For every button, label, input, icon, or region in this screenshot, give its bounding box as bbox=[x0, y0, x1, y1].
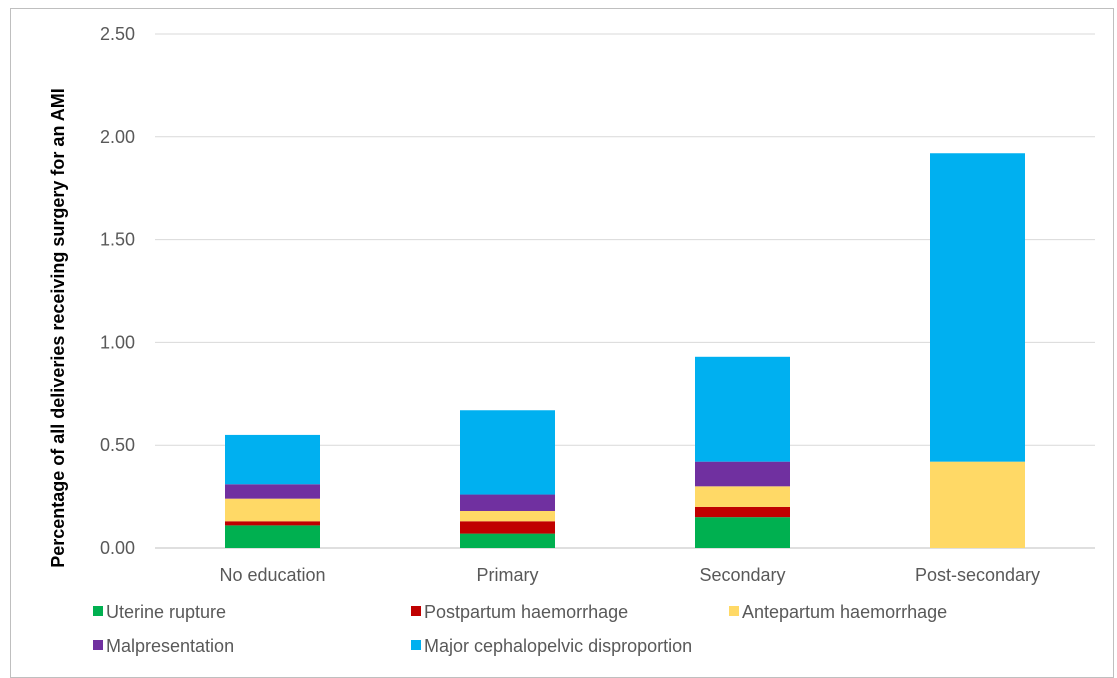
category-label: Post-secondary bbox=[915, 565, 1040, 585]
legend-label: Major cephalopelvic disproportion bbox=[424, 636, 692, 656]
legend-swatch bbox=[411, 640, 421, 650]
legend-swatch bbox=[93, 606, 103, 616]
bar-segment bbox=[225, 434, 320, 485]
category-labels: No education Primary Secondary Post-seconda… bbox=[219, 565, 1040, 585]
bar-segment bbox=[225, 484, 320, 499]
bar-segment bbox=[460, 494, 555, 511]
bar-segment bbox=[695, 356, 790, 462]
bar-segment bbox=[225, 498, 320, 522]
bar-segment bbox=[695, 461, 790, 487]
bars bbox=[225, 153, 1025, 548]
bar-segment bbox=[460, 521, 555, 534]
bar-segment bbox=[695, 506, 790, 518]
bar-segment bbox=[930, 461, 1025, 548]
y-tick-label: 2.00 bbox=[100, 127, 135, 147]
legend-swatch bbox=[411, 606, 421, 616]
bar-segment bbox=[225, 521, 320, 526]
legend-item: Malpresentation bbox=[93, 636, 234, 656]
legend-item: Antepartum haemorrhage bbox=[729, 602, 947, 622]
legend-label: Antepartum haemorrhage bbox=[742, 602, 947, 622]
legend-swatch bbox=[729, 606, 739, 616]
y-tick-label: 2.50 bbox=[100, 24, 135, 44]
y-tick-label: 1.50 bbox=[100, 230, 135, 250]
bar-segment bbox=[460, 533, 555, 548]
bar-segment bbox=[695, 517, 790, 548]
category-label: Secondary bbox=[699, 565, 785, 585]
legend-item: Major cephalopelvic disproportion bbox=[411, 636, 692, 656]
y-tick-label: 0.00 bbox=[100, 538, 135, 558]
y-tick-labels: 0.00 0.50 1.00 1.50 2.00 2.50 bbox=[100, 24, 135, 558]
legend-label: Malpresentation bbox=[106, 636, 234, 656]
bar-segment bbox=[695, 486, 790, 507]
legend-label: Postpartum haemorrhage bbox=[424, 602, 628, 622]
bar-segment bbox=[460, 510, 555, 522]
y-axis-label: Percentage of all deliveries receiving s… bbox=[48, 88, 68, 568]
category-label: Primary bbox=[477, 565, 539, 585]
bar-segment bbox=[460, 410, 555, 495]
y-tick-label: 0.50 bbox=[100, 435, 135, 455]
legend-label: Uterine rupture bbox=[106, 602, 226, 622]
legend-swatch bbox=[93, 640, 103, 650]
legend: Uterine rupture Postpartum haemorrhage Ant… bbox=[93, 602, 947, 656]
bar-segment bbox=[225, 525, 320, 548]
category-label: No education bbox=[219, 565, 325, 585]
legend-item: Postpartum haemorrhage bbox=[411, 602, 628, 622]
y-tick-label: 1.00 bbox=[100, 332, 135, 352]
bar-segment bbox=[930, 153, 1025, 462]
legend-item: Uterine rupture bbox=[93, 602, 226, 622]
